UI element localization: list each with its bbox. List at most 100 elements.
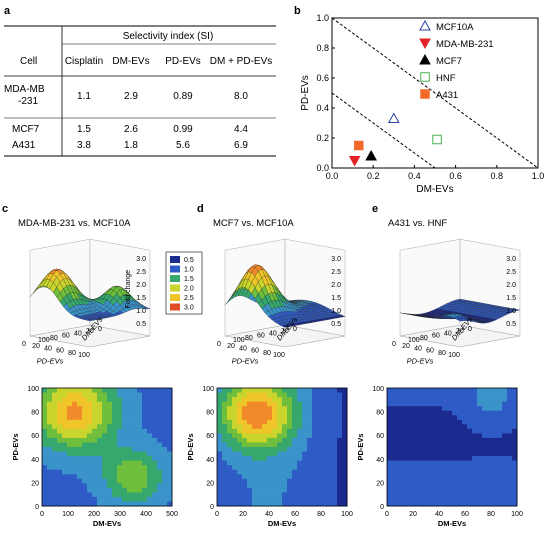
contour-cell [52,424,58,430]
contour-cell [397,428,403,434]
contour-cell [127,478,133,484]
contour-cell [217,442,223,448]
contour-cell [302,460,308,466]
table-row-label: MCF7 [12,124,40,135]
contour-cell [162,492,168,498]
contour-cell [227,474,233,480]
contour-cell [447,483,453,489]
contour-cell [332,456,338,462]
contour-cell [402,474,408,480]
contour-cell [412,410,418,416]
legend-swatch [170,256,180,263]
contour-cell [147,397,153,403]
contour-cell [147,424,153,430]
contour-cell [482,397,488,403]
contour-cell [322,397,328,403]
contour-cell [317,397,323,403]
contour-cell [242,478,248,484]
contour-cell [437,433,443,439]
contour-cell [262,437,268,443]
contour-cell [432,401,438,407]
contour-cell [322,415,328,421]
contour-cell [282,469,288,475]
contour-cell [92,451,98,457]
contour-cell [137,492,143,498]
contour-cell [127,501,133,507]
contour-cell [452,424,458,430]
contour-cell [512,419,518,425]
contour-cell [487,456,493,462]
x-axis-label: DM-EVs [416,184,453,195]
z-tick-label: 2.0 [136,282,146,289]
contour-cell [142,415,148,421]
contour-cell [57,424,63,430]
contour-cell [152,424,158,430]
contour-cell [137,415,143,421]
contour-cell [412,401,418,407]
contour-cell [57,465,63,471]
contour-cell [332,428,338,434]
contour-cell [227,397,233,403]
contour-cell [417,474,423,480]
contour-cell [102,492,108,498]
contour-cell [82,483,88,489]
z-tick-label: 1.0 [331,308,341,315]
contour-cell [147,442,153,448]
contour-cell [97,451,103,457]
contour-cell [57,415,63,421]
contour-cell [512,415,518,421]
contour-cell [442,433,448,439]
contour-cell [422,460,428,466]
contour-cell [297,433,303,439]
contour-cell [147,483,153,489]
contour-cell [147,460,153,466]
contour-cell [52,483,58,489]
contour-cell [457,428,463,434]
contour-cell [77,401,83,407]
contour-cell [512,451,518,457]
contour-cell [487,388,493,394]
contour-cell [127,456,133,462]
table-col-dm-pd-evs: DM + PD-EVs [210,56,273,67]
contour-cell [297,401,303,407]
contour-cell [487,392,493,398]
contour-cell [492,496,498,502]
contour-cell [277,397,283,403]
contour-cell [442,415,448,421]
contour-cell [77,419,83,425]
contour-cell [332,447,338,453]
contour-cell [152,496,158,502]
contour-cell [392,465,398,471]
contour-cell [417,419,423,425]
contour-cell [47,428,53,434]
contour-cell [217,496,223,502]
contour-cell [67,388,73,394]
contour-cell [417,410,423,416]
contour-cell [122,487,128,493]
contour-cell [62,437,68,443]
contour-cell [167,410,173,416]
contour-cell [152,456,158,462]
contour-cell [407,397,413,403]
contour-cell [397,487,403,493]
contour-cell [47,501,53,507]
x-tick-label: 80 [68,350,76,357]
contour-cell [67,392,73,398]
contour-cell [52,501,58,507]
contour-cell [392,456,398,462]
contour-cell [117,487,123,493]
contour-cell [52,397,58,403]
contour-cell [482,451,488,457]
contour-cell [387,474,393,480]
contour-cell [152,460,158,466]
contour-cell [107,496,113,502]
contour-cell [167,401,173,407]
contour-cell [282,437,288,443]
contour-cell [132,392,138,398]
contour-cell [342,478,348,484]
x-tick-label: 0.6 [449,171,462,181]
contour-cell [267,388,273,394]
contour-cell [462,492,468,498]
contour-cell [482,424,488,430]
